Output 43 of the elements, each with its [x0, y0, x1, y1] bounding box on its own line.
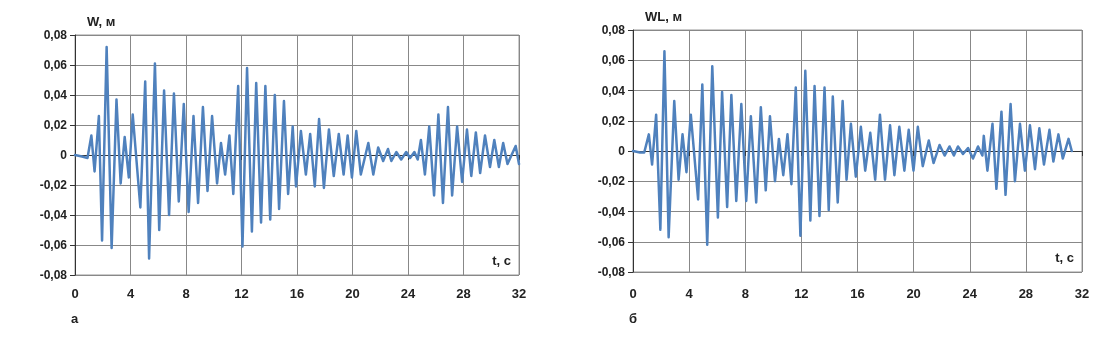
y-tick-label: 0,02 — [601, 113, 626, 128]
y-tick-label: 0 — [60, 148, 68, 162]
y-tick-label: -0,06 — [39, 238, 68, 252]
y-axis-title: W, м — [87, 14, 116, 29]
text: а — [71, 311, 79, 326]
x-tick-label: 12 — [234, 286, 249, 301]
x-axis-title: t, с — [492, 253, 512, 268]
y-tick-label: 0,06 — [601, 53, 626, 68]
x-tick-label: 0 — [629, 286, 637, 301]
x-tick-label: 28 — [1018, 286, 1034, 301]
y-tick-label: 0,02 — [43, 118, 68, 132]
x-tick-label: 32 — [511, 286, 527, 301]
y-tick-label: -0,04 — [39, 208, 68, 222]
y-tick-label: -0,08 — [597, 265, 626, 279]
y-tick-label: -0,08 — [39, 268, 68, 282]
x-tick-label: 0 — [71, 286, 79, 301]
x-tick-label: 20 — [345, 286, 360, 301]
text: б — [629, 311, 638, 326]
x-tick-label: 12 — [794, 286, 809, 301]
x-tick-label: 28 — [456, 286, 471, 301]
x-tick-label: 4 — [126, 286, 135, 301]
x-tick-label: 4 — [685, 286, 694, 301]
y-tick-label: 0,08 — [43, 28, 68, 42]
x-axis-title: t, с — [1055, 250, 1075, 265]
y-tick-label: 0,06 — [43, 58, 68, 72]
x-tick-label: 20 — [906, 286, 921, 301]
y-tick-label: -0,06 — [597, 234, 626, 249]
y-tick-label: -0,02 — [597, 174, 626, 189]
y-axis-title: WL, м — [645, 9, 683, 24]
x-tick-label: 8 — [741, 286, 749, 301]
line-series — [631, 49, 1074, 247]
y-tick-label: 0,08 — [601, 23, 626, 37]
x-tick-label: 24 — [400, 286, 416, 301]
x-tick-label: 32 — [1074, 286, 1090, 301]
y-tick-label: 0 — [618, 144, 626, 158]
x-tick-label: 8 — [182, 286, 190, 301]
y-tick-label: -0,02 — [39, 178, 68, 192]
x-tick-label: 16 — [850, 286, 865, 301]
x-tick-label: 16 — [289, 286, 305, 301]
x-tick-label: 24 — [962, 286, 978, 301]
y-tick-label: -0,04 — [597, 204, 626, 219]
y-tick-label: 0,04 — [601, 83, 626, 98]
y-tick-label: 0,04 — [43, 88, 68, 102]
